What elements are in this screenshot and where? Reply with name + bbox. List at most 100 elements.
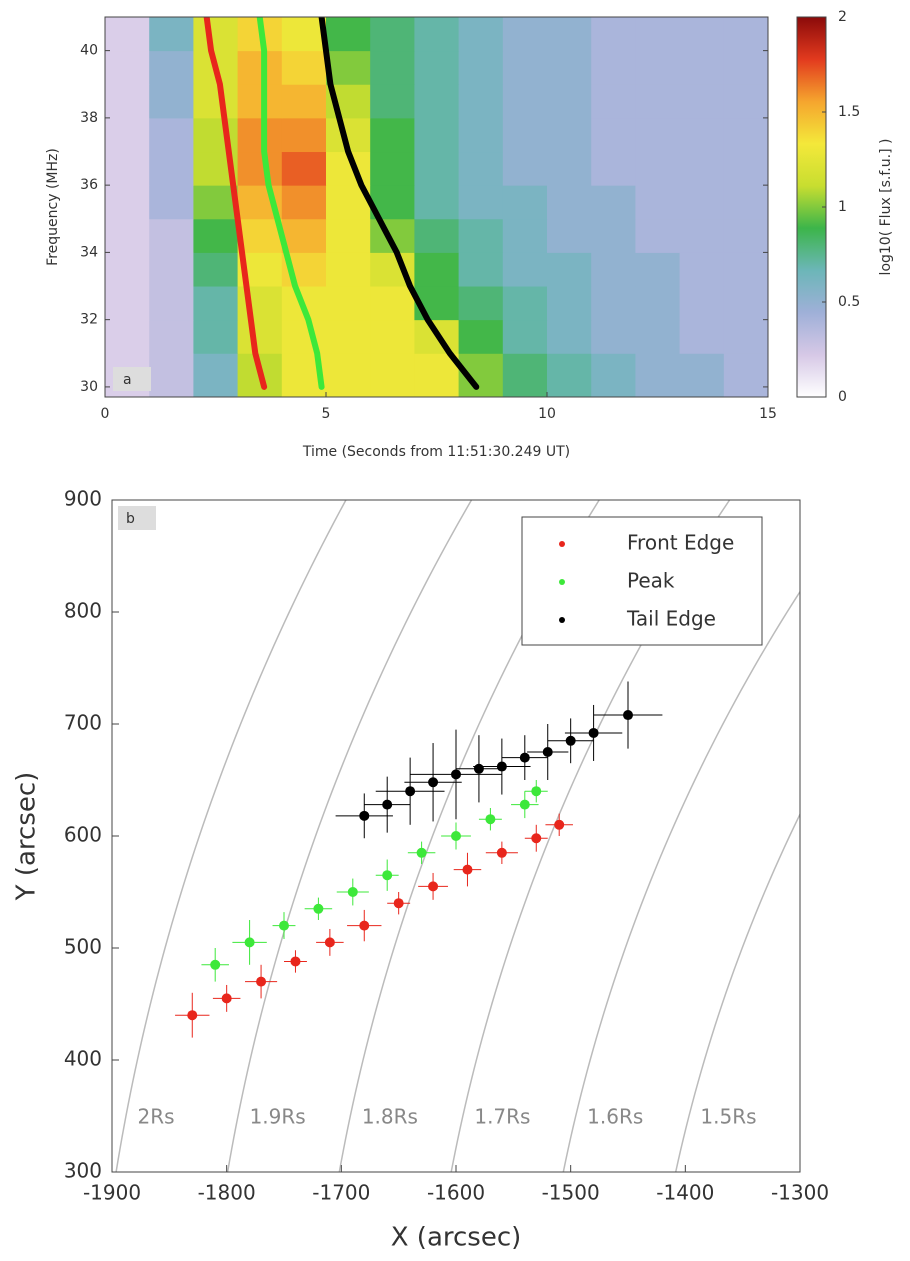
- heatmap-cell: [149, 218, 194, 253]
- x-axis-label: X (arcsec): [391, 1223, 522, 1253]
- heatmap-cell: [326, 218, 371, 253]
- y-tick-label: 34: [80, 244, 98, 260]
- point: [416, 847, 427, 858]
- heatmap-cell: [414, 353, 460, 397]
- panel-label-box: [113, 367, 151, 391]
- heatmap-cell: [414, 117, 460, 153]
- heatmap-cell: [502, 17, 548, 52]
- heatmap-cell: [547, 17, 592, 52]
- legend-marker: [559, 579, 565, 585]
- y-tick-label: 600: [64, 823, 102, 847]
- colorbar-tick-label: 2: [838, 9, 847, 25]
- heatmap-cell: [237, 319, 283, 354]
- heatmap-cell: [591, 252, 636, 287]
- heatmap-cell: [281, 50, 327, 85]
- heatmap-cell: [502, 84, 548, 119]
- x-tick-label: 10: [538, 406, 556, 422]
- heatmap-cell: [458, 319, 504, 354]
- y-tick-label: 300: [64, 1159, 102, 1183]
- point: [256, 976, 267, 987]
- heatmap-cell: [414, 218, 460, 253]
- heatmap-cell: [458, 17, 504, 52]
- heatmap-cell: [502, 252, 548, 287]
- point: [451, 769, 461, 780]
- point: [382, 870, 393, 881]
- plot-area: [115, 500, 800, 1172]
- edge-line: [203, 17, 268, 390]
- heatmap-cell: [591, 50, 636, 85]
- heatmap-cell: [149, 17, 194, 52]
- heatmap-cell: [502, 50, 548, 85]
- heatmap-cell: [149, 185, 194, 220]
- legend-label: Tail Edge: [626, 607, 716, 631]
- edge-line: [256, 17, 325, 390]
- heatmap-cell: [458, 252, 504, 287]
- heatmap-cell: [193, 185, 239, 220]
- y-tick-label: 700: [64, 711, 102, 735]
- heatmap-cell: [723, 252, 768, 287]
- heatmap-cell: [547, 185, 592, 220]
- heatmap-cell: [679, 151, 725, 186]
- heatmap-cell: [326, 252, 371, 287]
- colorbar-tick-label: 1: [838, 199, 847, 215]
- heatmap-cell: [635, 117, 681, 153]
- x-tick-label: -1700: [312, 1181, 370, 1205]
- point: [359, 920, 370, 931]
- point: [623, 710, 633, 721]
- point: [462, 864, 473, 875]
- heatmap-cell: [723, 353, 768, 397]
- heatmap-cell: [105, 50, 150, 85]
- colorbar: [796, 16, 827, 398]
- point: [290, 956, 301, 967]
- heatmap-cell: [237, 151, 283, 186]
- heatmap-cell: [502, 286, 548, 321]
- heatmap-cell: [149, 319, 194, 354]
- heatmap-cell: [414, 17, 460, 52]
- heatmap-cell: [105, 117, 150, 153]
- contour-label: 2Rs: [138, 1105, 175, 1129]
- heatmap-cell: [458, 84, 504, 119]
- heatmap-cell: [458, 185, 504, 220]
- heatmap-cell: [547, 50, 592, 85]
- heatmap-cell: [679, 117, 725, 153]
- heatmap-cell: [193, 117, 239, 153]
- heatmap-cell: [679, 319, 725, 354]
- heatmap-cell: [679, 185, 725, 220]
- heatmap-cell: [547, 84, 592, 119]
- heatmap-cell: [370, 151, 415, 186]
- legend-label: Front Edge: [627, 531, 734, 555]
- point: [405, 786, 416, 797]
- point: [313, 903, 324, 914]
- heatmap-cell: [679, 252, 725, 287]
- point: [485, 814, 496, 825]
- heatmap-cell: [591, 17, 636, 52]
- heatmap-cell: [591, 185, 636, 220]
- point: [210, 959, 221, 970]
- point: [473, 763, 484, 774]
- heatmap-cell: [193, 84, 239, 119]
- heatmap-cell: [105, 319, 150, 354]
- y-tick-label: 500: [64, 935, 102, 959]
- heatmap-cell: [149, 286, 194, 321]
- heatmap-cell: [679, 218, 725, 253]
- heatmap-cell: [281, 151, 327, 186]
- y-tick-label: 38: [80, 110, 98, 126]
- heatmap-cell: [591, 353, 636, 397]
- x-axis-label: Time (Seconds from 11:51:30.249 UT): [302, 444, 570, 460]
- point: [531, 833, 542, 844]
- heatmap-cell: [635, 252, 681, 287]
- heatmap-cell: [502, 117, 548, 153]
- heatmap-cell: [502, 185, 548, 220]
- heatmap-cell: [591, 218, 636, 253]
- contour-label: 1.5Rs: [700, 1105, 756, 1129]
- heatmap-cell: [635, 353, 681, 397]
- heatmap-cell: [591, 319, 636, 354]
- heatmap-cell: [679, 286, 725, 321]
- heatmap-cell: [414, 84, 460, 119]
- heatmap-cell: [547, 151, 592, 186]
- heatmap-cell: [149, 151, 194, 186]
- legend-label: Peak: [627, 569, 675, 593]
- x-tick-label: -1500: [542, 1181, 600, 1205]
